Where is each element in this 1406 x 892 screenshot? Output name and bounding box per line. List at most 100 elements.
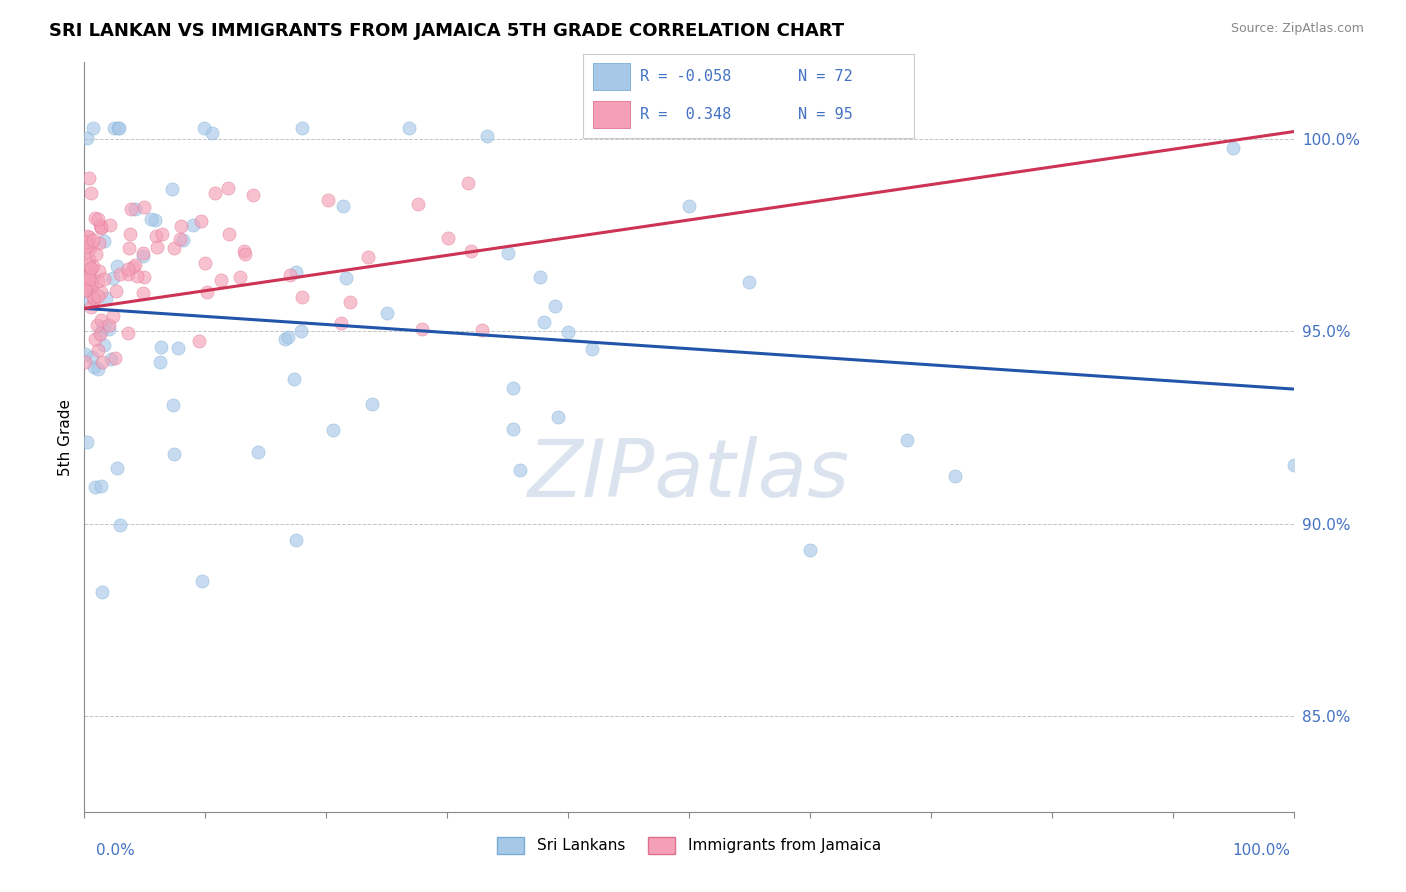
Point <box>77 171 100 186</box>
Point <box>246 445 269 459</box>
Point <box>329 316 352 330</box>
Point <box>91 355 114 369</box>
Point <box>799 543 821 558</box>
Point <box>73 355 96 369</box>
Point <box>117 268 139 282</box>
Point <box>581 343 603 357</box>
Point <box>502 381 524 395</box>
Point <box>529 270 551 285</box>
Point <box>80 279 103 293</box>
Point <box>77 268 100 283</box>
Point <box>75 235 97 249</box>
Point <box>87 343 110 357</box>
Point <box>76 239 98 253</box>
Point <box>283 372 305 386</box>
Point <box>375 306 398 320</box>
Point <box>232 244 254 258</box>
Point <box>89 326 111 340</box>
Text: SRI LANKAN VS IMMIGRANTS FROM JAMAICA 5TH GRADE CORRELATION CHART: SRI LANKAN VS IMMIGRANTS FROM JAMAICA 5T… <box>49 22 845 40</box>
Point <box>1222 141 1244 155</box>
Point <box>97 318 120 332</box>
Y-axis label: 5th Grade: 5th Grade <box>58 399 73 475</box>
Point <box>75 281 97 295</box>
Point <box>163 447 186 461</box>
Point <box>131 246 153 260</box>
Point <box>160 181 183 195</box>
Point <box>110 267 132 281</box>
Point <box>201 126 224 140</box>
Point <box>284 265 307 279</box>
Point <box>83 480 105 494</box>
Text: N = 95: N = 95 <box>799 107 853 122</box>
Point <box>76 131 98 145</box>
Point <box>457 177 479 191</box>
Point <box>90 219 112 234</box>
Point <box>101 309 124 323</box>
Point <box>79 264 101 278</box>
Point <box>75 283 97 297</box>
Point <box>322 423 344 437</box>
Point <box>170 219 193 234</box>
Point <box>117 262 139 277</box>
Point <box>89 218 111 232</box>
Point <box>86 318 108 332</box>
Point <box>1282 458 1305 473</box>
Point <box>502 422 524 436</box>
Point <box>557 325 579 339</box>
Point <box>162 399 184 413</box>
Point <box>79 229 101 244</box>
Point <box>533 315 555 329</box>
Point <box>89 235 111 250</box>
Point <box>77 277 100 291</box>
Point <box>87 362 110 376</box>
Point <box>90 221 112 235</box>
Point <box>80 276 103 290</box>
Point <box>121 260 143 274</box>
Point <box>356 251 378 265</box>
Point <box>242 188 264 202</box>
Text: R = -0.058: R = -0.058 <box>640 69 731 84</box>
Point <box>509 463 531 477</box>
Point <box>118 241 141 255</box>
Point <box>195 285 218 299</box>
Point <box>83 292 105 306</box>
Point <box>80 261 103 276</box>
Point <box>127 268 149 283</box>
Point <box>896 433 918 447</box>
Point <box>84 247 107 261</box>
Point <box>335 271 357 285</box>
Point <box>218 227 240 241</box>
Point <box>87 274 110 288</box>
Point <box>83 359 105 374</box>
Point <box>82 259 104 273</box>
Point <box>76 229 98 244</box>
Point <box>80 300 103 314</box>
Point <box>278 268 301 282</box>
Point <box>93 234 115 248</box>
Point <box>291 290 314 304</box>
Point <box>277 329 299 343</box>
Point <box>411 322 433 336</box>
Point <box>217 181 239 195</box>
Point <box>169 232 191 246</box>
Point <box>194 255 217 269</box>
Point <box>83 293 105 307</box>
Point <box>93 338 115 352</box>
Point <box>108 517 131 532</box>
Point <box>84 332 107 346</box>
Point <box>90 479 112 493</box>
Point <box>233 247 256 261</box>
Text: N = 72: N = 72 <box>799 69 853 84</box>
Point <box>101 270 124 285</box>
Point <box>145 228 167 243</box>
Point <box>943 469 966 483</box>
Point <box>437 231 460 245</box>
Point <box>90 312 112 326</box>
Text: 0.0%: 0.0% <box>96 843 135 858</box>
Text: R =  0.348: R = 0.348 <box>640 107 731 122</box>
Point <box>87 289 110 303</box>
Point <box>290 324 312 338</box>
Point <box>76 291 98 305</box>
Point <box>470 322 492 336</box>
Point <box>90 285 112 300</box>
